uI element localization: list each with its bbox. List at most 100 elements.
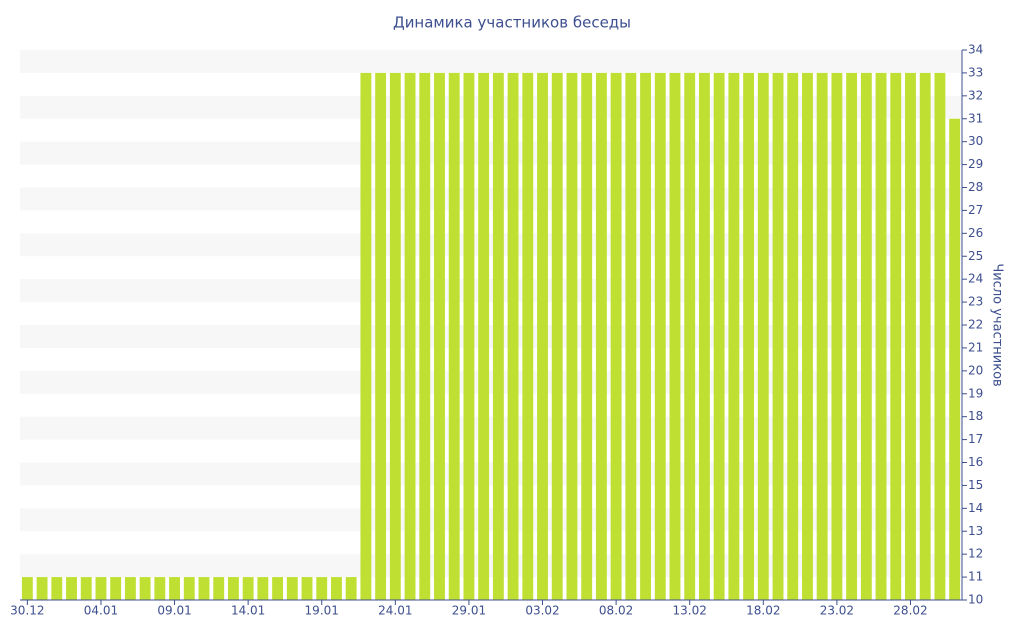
bar [934,72,946,600]
bar [772,72,784,600]
bar [257,577,269,600]
grid-band [20,141,962,165]
y-tick-label: 34 [968,43,983,57]
y-tick-label: 14 [968,501,983,515]
grid-band [20,95,962,119]
bar [21,577,33,600]
bar [492,72,504,600]
bar [816,72,828,600]
bar [684,72,696,600]
y-tick-label: 11 [968,570,983,584]
bar [698,72,710,600]
bar [860,72,872,600]
bar [787,72,799,600]
y-axis-label: Число участников [990,263,1005,386]
x-tick-label: 18.02 [746,604,780,618]
x-tick-label: 14.01 [231,604,265,618]
bar [654,72,666,600]
y-tick-label: 18 [968,409,983,423]
bar [831,72,843,600]
bar [802,72,813,600]
bar [463,72,475,600]
bar [566,72,578,600]
bar [713,72,725,600]
x-tick-label: 28.02 [893,604,927,618]
x-tick-label: 08.02 [599,604,633,618]
bar [80,577,92,600]
x-tick-label: 09.01 [157,604,191,618]
bar [743,72,755,600]
y-tick-label: 30 [968,134,983,148]
bar [507,72,519,600]
bar [286,577,298,600]
bar [139,577,151,600]
y-tick-label: 25 [968,249,983,263]
x-tick-label: 13.02 [673,604,707,618]
bar [905,72,916,600]
chart-title: Динамика участников беседы [393,14,631,32]
bar [389,72,401,600]
bar [875,72,887,600]
bar [375,72,387,600]
bar [434,72,445,600]
y-tick-label: 19 [968,386,983,400]
y-tick-label: 17 [968,432,983,446]
grid-band [20,508,962,532]
grid-band [20,325,962,348]
y-tick-label: 10 [968,593,983,607]
y-tick-label: 20 [968,363,983,377]
bar [169,577,180,600]
bar [551,72,563,600]
y-tick-label: 33 [968,65,983,79]
grid-band [20,462,962,486]
bar [625,72,637,600]
bar [610,72,622,600]
bar [448,72,460,600]
bar [404,72,416,600]
y-tick-label: 22 [968,318,983,332]
bar [124,577,136,600]
grid-band [20,233,962,257]
bar [757,72,769,600]
bar [272,577,284,600]
x-tick-label: 30.12 [10,604,44,618]
bar [154,577,166,600]
x-tick-label: 04.01 [84,604,118,618]
bar [595,72,607,600]
bar [95,577,107,600]
bar [36,577,48,600]
bar [51,577,63,600]
bar [846,72,858,600]
bar [949,118,961,600]
y-tick-label: 21 [968,340,983,354]
grid-band [20,187,962,211]
y-tick-label: 28 [968,180,983,194]
grid-band [20,416,962,440]
grid-band [20,279,962,303]
bar [669,72,681,600]
bar [331,577,342,600]
bar [360,72,372,600]
bar [316,577,328,600]
bar [213,577,225,600]
y-tick-label: 26 [968,226,983,240]
x-tick-label: 29.01 [452,604,486,618]
bar [198,577,210,600]
grid-band [20,370,962,394]
y-tick-label: 29 [968,157,983,171]
y-tick-label: 15 [968,478,983,492]
y-tick-label: 24 [968,272,983,286]
bar [890,72,902,600]
bar [919,72,931,600]
x-tick-label: 19.01 [305,604,339,618]
bar [183,577,195,600]
grid-band [20,50,962,73]
bar [728,72,740,600]
bar [537,72,548,600]
bar [242,577,254,600]
bar [640,72,651,600]
y-tick-label: 31 [968,111,983,125]
y-tick-label: 13 [968,524,983,538]
x-tick-label: 03.02 [525,604,559,618]
